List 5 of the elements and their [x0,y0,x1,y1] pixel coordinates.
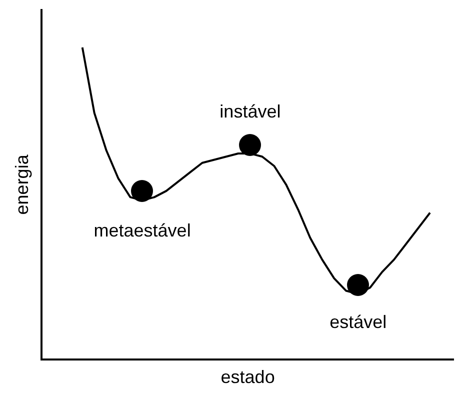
annotation: metaestável [94,220,191,240]
x-axis-title: estado [220,367,275,388]
annotation: instável [220,101,281,122]
y-axis-title: energia [12,154,32,215]
annotation: estável [330,312,387,332]
